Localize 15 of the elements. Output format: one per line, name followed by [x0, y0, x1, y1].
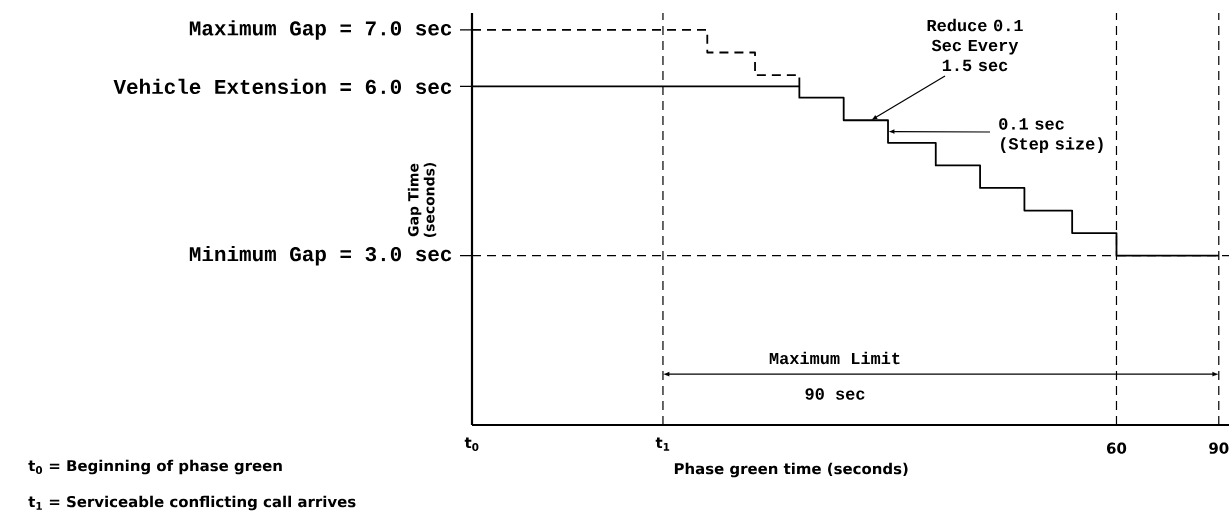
- x-tick-label: 60: [1107, 442, 1127, 454]
- y-tick-label: Minimum Gap = 3.0 sec: [189, 245, 452, 266]
- text: t$_{0}$ = Beginning of phase green: [28, 459, 282, 475]
- annotation: Maximum Limit: [769, 351, 900, 365]
- y-tick-label: Vehicle Extension = 6.0 sec: [113, 78, 452, 95]
- text: t$_{0}$: [464, 437, 479, 451]
- annotation: 90 sec: [805, 388, 865, 400]
- annotation: 0.1 sec (Step size): [999, 118, 1103, 153]
- y-tick-label: Maximum Gap = 7.0 sec: [189, 20, 452, 40]
- x-tick-label: 90: [1209, 442, 1229, 454]
- text: t$_{1}$: [655, 437, 670, 451]
- text: t$_{1}$ = Serviceable conflicting call arrives: [28, 495, 356, 511]
- annotation: Reduce 0.1 Sec Every 1.5 sec: [927, 18, 1023, 72]
- y-axis-title: Gap Time (seconds): [407, 162, 437, 238]
- x-axis-title: Phase green time (seconds): [674, 462, 908, 478]
